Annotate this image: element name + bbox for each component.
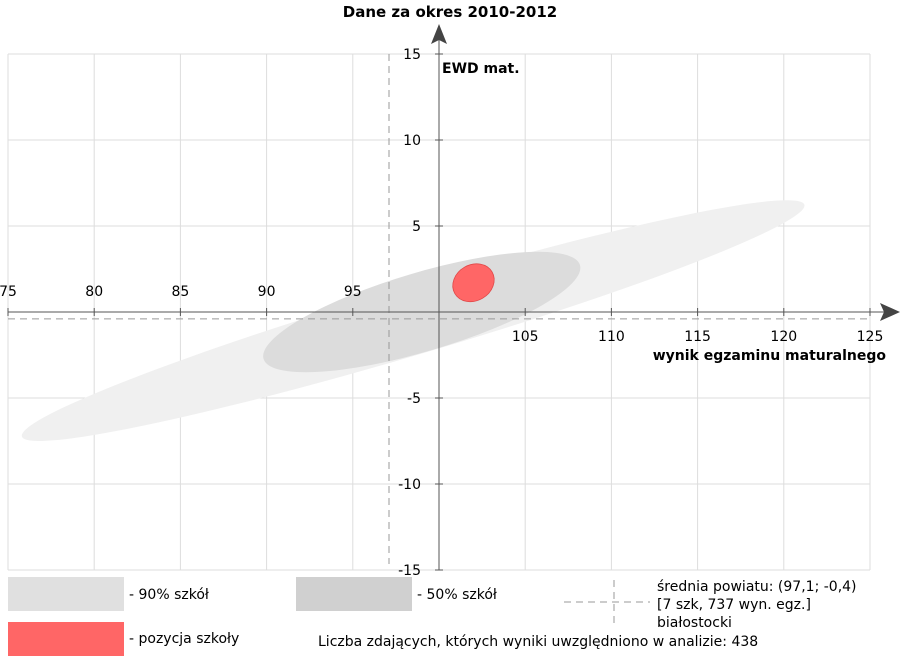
analysis-note: Liczba zdających, których wyniki uwzględ… (318, 634, 758, 650)
x-tick-label: 75 (0, 284, 17, 300)
legend-swatch-50 (296, 577, 412, 611)
legend-swatch-90 (8, 577, 124, 611)
y-axis-arrow (431, 24, 447, 44)
y-tick-label: 5 (412, 219, 421, 235)
district-mean-lines (8, 54, 870, 564)
legend-label-50: - 50% szkół (417, 587, 497, 603)
distribution-ellipses (21, 200, 805, 442)
school-position-ellipse (452, 263, 495, 303)
x-axis-arrow (880, 303, 900, 321)
legend-swatch-school (8, 622, 124, 656)
chart-title: Dane za okres 2010-2012 (343, 3, 557, 21)
x-tick-label: 115 (684, 329, 711, 345)
x-tick-label: 95 (344, 284, 362, 300)
x-tick-label: 110 (598, 329, 625, 345)
y-tick-label: 15 (403, 47, 421, 63)
x-tick-label: 125 (857, 329, 884, 345)
y-tick-label: 10 (403, 133, 421, 149)
x-tick-label: 85 (171, 284, 189, 300)
legend-mean-line-3: białostocki (657, 615, 732, 631)
x-tick-label: 120 (770, 329, 797, 345)
legend-mean-line-2: [7 szk, 737 wyn. egz.] (657, 597, 811, 613)
x-tick-label: 90 (258, 284, 276, 300)
axes (8, 24, 900, 570)
legend: - 90% szkół - 50% szkół - pozycja szkoły… (8, 577, 857, 656)
x-axis-title: wynik egzaminu maturalnego (653, 348, 887, 364)
y-tick-label: -5 (407, 391, 421, 407)
y-tick-label: -15 (398, 563, 421, 579)
legend-label-90: - 90% szkół (129, 587, 209, 603)
x-tick-label: 80 (85, 284, 103, 300)
legend-label-school: - pozycja szkoły (129, 631, 239, 647)
legend-mean-line-1: średnia powiatu: (97,1; -0,4) (657, 579, 857, 595)
x-tick-label: 105 (512, 329, 539, 345)
y-tick-label: -10 (398, 477, 421, 493)
y-axis-title: EWD mat. (442, 61, 520, 77)
